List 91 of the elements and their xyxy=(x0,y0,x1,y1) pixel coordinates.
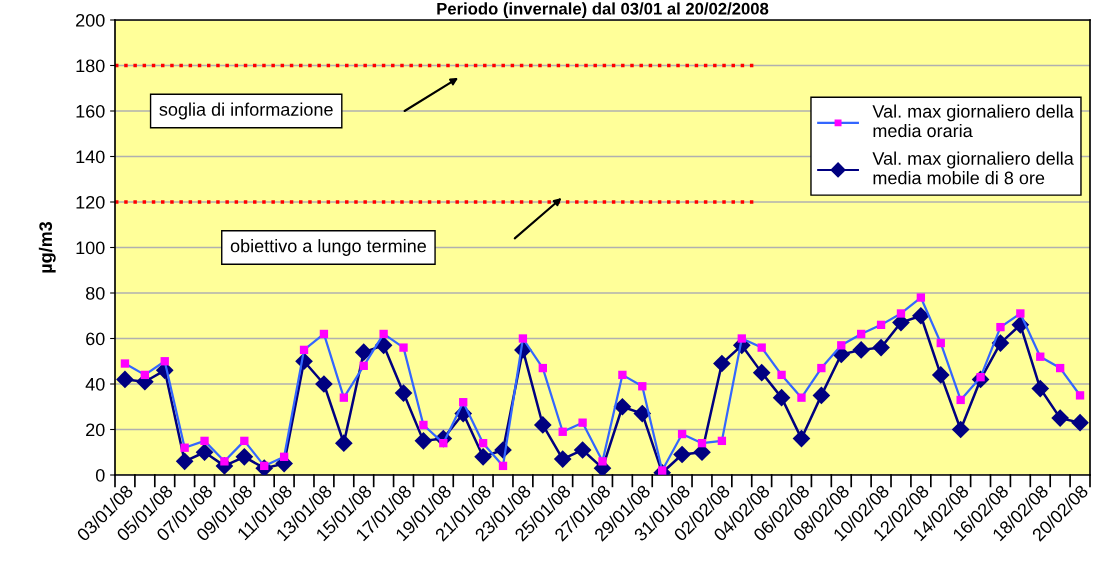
point xyxy=(876,320,886,330)
point xyxy=(1031,379,1050,398)
point xyxy=(852,341,871,359)
point xyxy=(792,429,811,448)
point xyxy=(200,436,209,446)
point xyxy=(872,338,890,357)
y-tick-label: 60 xyxy=(86,332,105,346)
point xyxy=(916,293,926,302)
point xyxy=(633,404,652,423)
point xyxy=(498,461,508,471)
point xyxy=(279,452,289,461)
point xyxy=(354,343,373,361)
point xyxy=(837,341,846,350)
point xyxy=(956,395,965,405)
point xyxy=(797,393,806,402)
legend-label: Val. max giornaliero della media oraria xyxy=(872,104,1074,138)
point xyxy=(235,447,254,466)
point xyxy=(752,363,771,382)
point xyxy=(175,452,194,471)
y-tick-label: 0 xyxy=(95,468,105,482)
y-tick-label: 100 xyxy=(76,241,105,255)
point xyxy=(160,357,169,366)
point xyxy=(195,443,214,462)
point xyxy=(812,386,831,405)
y-tick-label: 20 xyxy=(86,423,105,437)
y-tick-label: 160 xyxy=(76,104,105,118)
y-tick-label: 40 xyxy=(85,377,105,391)
point xyxy=(717,436,727,446)
point xyxy=(697,438,707,448)
point xyxy=(931,366,950,384)
point xyxy=(116,370,134,389)
point xyxy=(319,329,329,339)
point xyxy=(419,420,428,430)
point xyxy=(613,397,632,416)
point xyxy=(598,457,607,466)
point xyxy=(414,432,433,450)
y-tick-label: 140 xyxy=(76,150,105,164)
chart-title: Periodo (invernale) dal 03/01 al 20/02/2008 xyxy=(437,2,769,18)
point xyxy=(737,334,746,343)
point xyxy=(1071,413,1089,432)
point xyxy=(359,361,368,370)
point xyxy=(558,427,567,436)
y-axis-title: µg/m3 xyxy=(38,221,56,273)
point xyxy=(299,345,309,355)
legend-label: Val. max giornaliero della media mobile di 8 ore xyxy=(872,151,1074,185)
y-tick-label: 80 xyxy=(85,286,105,300)
ref-line-label: soglia di informazione xyxy=(159,102,333,120)
point xyxy=(399,343,408,352)
point xyxy=(991,334,1010,352)
point xyxy=(996,322,1005,332)
point xyxy=(777,370,786,380)
point xyxy=(1016,309,1025,318)
point xyxy=(578,418,587,427)
point xyxy=(757,343,766,352)
y-tick-label: 180 xyxy=(76,59,105,73)
point xyxy=(474,447,492,466)
point xyxy=(673,445,691,464)
point xyxy=(618,370,627,380)
point xyxy=(936,338,945,348)
point xyxy=(638,382,647,391)
point xyxy=(573,441,592,459)
point xyxy=(1036,352,1045,361)
point xyxy=(339,393,348,402)
point xyxy=(518,334,528,343)
point xyxy=(553,450,572,468)
point xyxy=(538,363,547,373)
point xyxy=(1075,391,1085,400)
point xyxy=(857,329,866,339)
point xyxy=(240,436,249,446)
point xyxy=(140,370,150,380)
point xyxy=(315,375,333,393)
point xyxy=(951,420,970,439)
point xyxy=(817,363,826,373)
point xyxy=(912,306,930,325)
point xyxy=(896,309,906,318)
point xyxy=(334,434,353,452)
point xyxy=(1051,409,1069,427)
point xyxy=(478,438,488,448)
point xyxy=(180,443,189,452)
point xyxy=(677,429,687,439)
point xyxy=(394,384,413,402)
ref-line-label: obiettivo a lungo termine xyxy=(230,239,426,256)
point xyxy=(459,398,468,407)
point xyxy=(772,388,791,407)
point xyxy=(713,354,731,373)
point xyxy=(533,416,552,434)
y-tick-label: 200 xyxy=(76,13,105,27)
point xyxy=(120,359,130,368)
point xyxy=(1055,363,1065,373)
y-tick-label: 120 xyxy=(76,195,105,209)
point xyxy=(379,329,388,339)
